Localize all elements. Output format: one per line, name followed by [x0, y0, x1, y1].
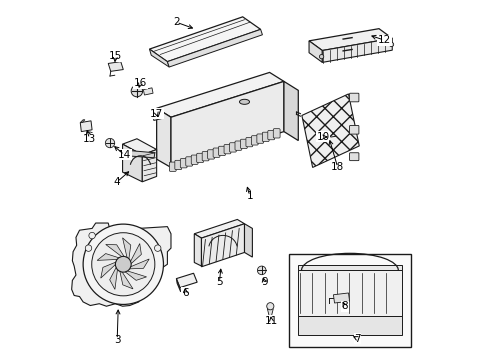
Polygon shape — [267, 306, 273, 320]
Circle shape — [83, 224, 163, 305]
Polygon shape — [284, 81, 298, 140]
Polygon shape — [201, 224, 244, 267]
Polygon shape — [124, 271, 146, 280]
Text: 1: 1 — [246, 191, 253, 201]
Polygon shape — [130, 244, 141, 264]
Circle shape — [257, 266, 265, 275]
Circle shape — [105, 138, 115, 148]
Circle shape — [266, 303, 273, 310]
Text: 2: 2 — [173, 17, 179, 27]
FancyBboxPatch shape — [256, 134, 263, 143]
Polygon shape — [333, 293, 349, 303]
Polygon shape — [156, 72, 284, 117]
Text: 10: 10 — [316, 132, 329, 142]
Circle shape — [89, 232, 95, 239]
Polygon shape — [97, 253, 120, 260]
Circle shape — [85, 245, 92, 251]
Polygon shape — [108, 62, 123, 71]
Polygon shape — [105, 244, 124, 257]
FancyBboxPatch shape — [349, 153, 358, 161]
Polygon shape — [319, 133, 330, 141]
Polygon shape — [80, 121, 92, 132]
Polygon shape — [176, 279, 180, 292]
Polygon shape — [167, 30, 262, 67]
FancyBboxPatch shape — [251, 136, 258, 145]
FancyBboxPatch shape — [218, 146, 225, 156]
Polygon shape — [176, 273, 197, 288]
Text: 6: 6 — [182, 288, 188, 298]
FancyBboxPatch shape — [288, 253, 410, 347]
Polygon shape — [109, 267, 117, 289]
FancyBboxPatch shape — [175, 160, 181, 170]
Polygon shape — [72, 223, 171, 306]
Circle shape — [115, 256, 131, 272]
Polygon shape — [143, 88, 153, 95]
Circle shape — [319, 54, 323, 59]
Polygon shape — [122, 238, 130, 260]
FancyBboxPatch shape — [191, 155, 198, 165]
Polygon shape — [80, 120, 85, 123]
FancyBboxPatch shape — [224, 144, 230, 154]
Polygon shape — [149, 49, 169, 67]
Polygon shape — [301, 94, 359, 167]
Polygon shape — [149, 17, 260, 62]
Text: 18: 18 — [330, 162, 344, 172]
FancyBboxPatch shape — [245, 138, 252, 147]
FancyBboxPatch shape — [235, 141, 241, 150]
Polygon shape — [308, 41, 322, 62]
Polygon shape — [153, 111, 163, 121]
Text: 3: 3 — [114, 334, 120, 345]
Text: 9: 9 — [261, 277, 267, 287]
Polygon shape — [297, 316, 402, 335]
Text: 13: 13 — [83, 134, 96, 144]
Polygon shape — [101, 262, 116, 278]
FancyBboxPatch shape — [267, 130, 274, 140]
Text: 4: 4 — [114, 177, 120, 187]
Polygon shape — [128, 259, 149, 269]
Text: 5: 5 — [216, 277, 222, 287]
FancyBboxPatch shape — [196, 153, 203, 163]
Text: 14: 14 — [118, 150, 131, 160]
Polygon shape — [171, 81, 284, 167]
FancyBboxPatch shape — [202, 152, 208, 161]
Circle shape — [388, 42, 393, 46]
FancyBboxPatch shape — [349, 126, 358, 134]
Polygon shape — [120, 270, 133, 289]
Polygon shape — [142, 149, 156, 182]
FancyBboxPatch shape — [185, 157, 192, 166]
Polygon shape — [322, 39, 391, 62]
FancyBboxPatch shape — [273, 129, 280, 138]
FancyBboxPatch shape — [180, 158, 187, 168]
Polygon shape — [122, 139, 156, 155]
Text: 12: 12 — [377, 35, 390, 45]
Ellipse shape — [239, 99, 249, 104]
Circle shape — [154, 245, 161, 251]
Polygon shape — [244, 224, 252, 257]
FancyBboxPatch shape — [207, 150, 214, 159]
Circle shape — [92, 233, 155, 296]
Text: 15: 15 — [108, 51, 122, 61]
Text: 17: 17 — [150, 109, 163, 119]
Polygon shape — [156, 108, 171, 167]
FancyBboxPatch shape — [169, 162, 176, 171]
Text: 8: 8 — [341, 301, 347, 311]
Polygon shape — [194, 234, 201, 266]
Text: 11: 11 — [264, 316, 278, 325]
FancyBboxPatch shape — [262, 132, 268, 141]
Polygon shape — [297, 265, 402, 270]
Polygon shape — [129, 150, 155, 158]
Circle shape — [85, 132, 94, 140]
Circle shape — [131, 85, 142, 97]
Polygon shape — [194, 220, 244, 238]
FancyBboxPatch shape — [349, 93, 358, 102]
Text: 16: 16 — [134, 78, 147, 88]
FancyBboxPatch shape — [229, 143, 236, 152]
Polygon shape — [297, 270, 402, 316]
FancyBboxPatch shape — [240, 139, 247, 149]
Polygon shape — [153, 108, 163, 113]
FancyBboxPatch shape — [213, 148, 220, 157]
Text: 7: 7 — [353, 333, 360, 343]
Polygon shape — [308, 29, 391, 50]
Polygon shape — [122, 144, 142, 182]
